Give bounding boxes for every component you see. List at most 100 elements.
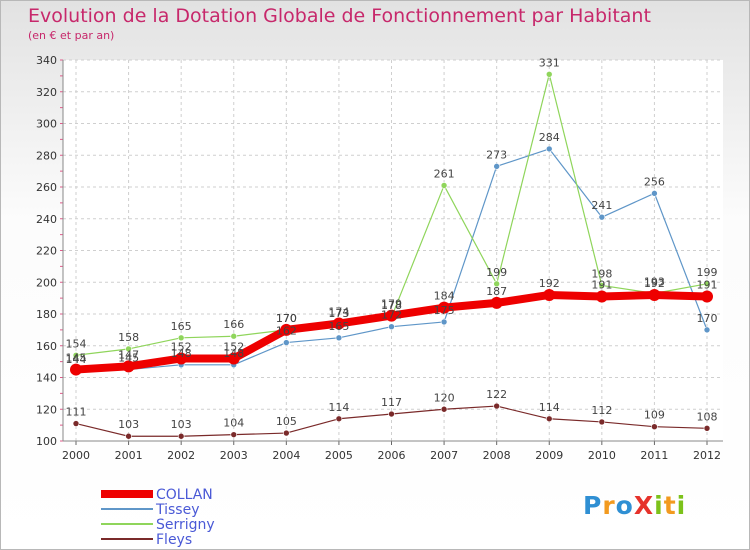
chart-subtitle: (en € et par an) [28, 29, 115, 42]
value-label-collan: 152 [223, 340, 244, 353]
data-point-collan [701, 290, 713, 303]
data-point-fleys [598, 418, 606, 426]
value-label-tissey: 162 [276, 325, 297, 338]
data-point-tissey [651, 190, 658, 197]
value-label-collan: 191 [697, 279, 718, 292]
data-point-collan [122, 360, 135, 373]
value-label-fleys: 109 [644, 409, 665, 422]
value-label-tissey: 284 [539, 131, 560, 144]
data-point-fleys [493, 402, 500, 410]
y-tick-label: 220 [36, 245, 57, 258]
x-tick-label: 2008 [483, 449, 511, 462]
value-label-collan: 174 [328, 306, 349, 319]
data-point-collan [175, 352, 188, 365]
value-label-fleys: 112 [591, 404, 612, 417]
value-label-tissey: 273 [486, 148, 507, 161]
y-tick-label: 200 [36, 276, 57, 289]
y-tick-label: 140 [36, 372, 57, 385]
data-point-serrigny [703, 280, 711, 288]
value-label-collan: 170 [276, 312, 297, 325]
data-point-collan [543, 288, 556, 301]
data-point-collan [227, 352, 240, 365]
y-tick-label: 180 [36, 308, 57, 321]
data-point-fleys [125, 432, 132, 440]
data-point-serrigny [177, 334, 185, 342]
value-label-fleys: 111 [66, 406, 87, 419]
x-tick-label: 2011 [640, 449, 668, 462]
value-label-tissey: 148 [223, 347, 244, 360]
data-point-fleys [545, 415, 553, 423]
value-label-serrigny: 154 [66, 337, 87, 350]
data-point-tissey [388, 323, 395, 331]
data-point-serrigny [230, 332, 238, 340]
data-point-collan [490, 296, 503, 309]
y-tick-label: 160 [36, 340, 57, 353]
value-label-fleys: 103 [118, 418, 139, 431]
data-point-collan [332, 317, 345, 330]
y-tick-label: 340 [36, 54, 57, 67]
value-label-collan: 187 [486, 285, 507, 298]
x-tick-label: 2001 [115, 449, 143, 462]
data-point-tissey [335, 334, 343, 342]
x-tick-label: 2012 [693, 449, 721, 462]
value-label-serrigny: 166 [223, 318, 244, 331]
data-point-tissey [440, 318, 448, 326]
x-tick-label: 2005 [325, 449, 353, 462]
value-label-fleys: 104 [223, 417, 244, 430]
value-label-tissey: 148 [171, 347, 192, 360]
chart-title: Evolution de la Dotation Globale de Fonc… [28, 5, 651, 27]
proxiti-logo: ProXiti [583, 491, 687, 520]
y-tick-label: 120 [36, 403, 57, 416]
value-label-collan: 179 [381, 298, 402, 311]
x-tick-label: 2003 [220, 449, 248, 462]
value-label-tissey: 172 [381, 309, 402, 322]
data-point-fleys [651, 423, 658, 431]
value-label-serrigny: 173 [328, 307, 349, 320]
value-label-serrigny: 193 [644, 275, 665, 288]
value-label-tissey: 170 [697, 312, 718, 325]
y-tick-label: 300 [36, 118, 57, 131]
y-tick-label: 280 [36, 149, 57, 162]
data-point-collan [70, 363, 82, 376]
value-label-fleys: 114 [539, 401, 560, 414]
data-point-serrigny [72, 351, 80, 359]
data-point-tissey [545, 145, 553, 153]
value-label-fleys: 105 [276, 415, 297, 428]
data-point-fleys [703, 424, 711, 432]
data-point-fleys [72, 420, 80, 427]
x-tick-label: 2010 [588, 449, 616, 462]
data-point-collan [385, 309, 398, 322]
value-label-serrigny: 170 [276, 312, 297, 325]
x-tick-label: 2000 [62, 449, 90, 462]
value-label-serrigny: 198 [591, 267, 612, 280]
data-point-collan [595, 290, 608, 303]
y-tick-label: 100 [36, 435, 57, 448]
x-tick-label: 2009 [535, 449, 563, 462]
value-label-tissey: 241 [591, 199, 612, 212]
data-point-serrigny [598, 282, 606, 289]
value-label-tissey: 144 [66, 353, 87, 366]
data-point-fleys [388, 410, 395, 418]
y-tick-label: 240 [36, 213, 57, 226]
data-point-collan [648, 288, 661, 301]
x-tick-label: 2007 [430, 449, 458, 462]
value-label-tissey: 175 [434, 304, 455, 317]
value-label-fleys: 108 [697, 410, 718, 423]
value-label-collan: 184 [434, 290, 455, 303]
x-tick-label: 2004 [272, 449, 300, 462]
data-point-serrigny [493, 280, 500, 288]
x-tick-label: 2006 [378, 449, 406, 462]
data-point-serrigny [545, 70, 553, 78]
legend-label-collan: COLLAN [156, 487, 213, 503]
value-label-fleys: 117 [381, 396, 402, 409]
y-tick-label: 260 [36, 181, 57, 194]
data-point-fleys [177, 432, 185, 440]
value-label-fleys: 122 [486, 388, 507, 401]
data-point-collan [438, 301, 451, 314]
value-label-fleys: 120 [434, 391, 455, 404]
value-label-tissey: 165 [328, 320, 349, 333]
value-label-collan: 191 [591, 279, 612, 292]
value-label-collan: 147 [118, 348, 139, 361]
